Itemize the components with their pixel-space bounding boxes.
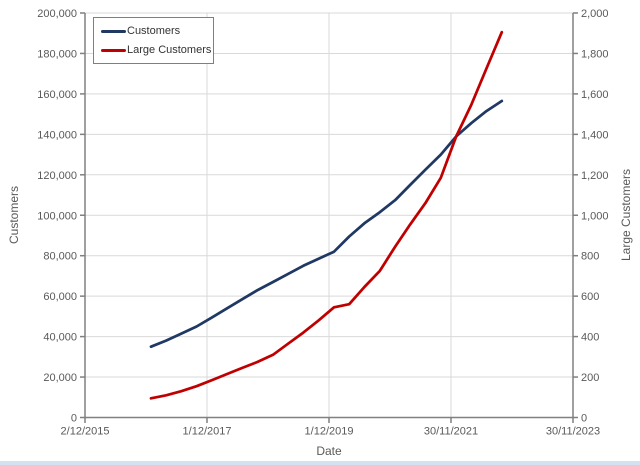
left-axis-tick-label: 20,000 bbox=[43, 372, 77, 384]
chart-legend: Customers Large Customers bbox=[93, 17, 214, 64]
x-axis-tick-label: 1/12/2017 bbox=[183, 426, 232, 438]
left-axis-tick-label: 0 bbox=[71, 413, 77, 425]
right-axis-tick-label: 1,600 bbox=[581, 89, 609, 101]
legend-label-customers: Customers bbox=[127, 25, 181, 37]
x-axis-tick-label: 1/12/2019 bbox=[305, 426, 354, 438]
left-axis-tick-label: 160,000 bbox=[37, 89, 77, 101]
legend-item-large-customers: Large Customers bbox=[101, 44, 213, 56]
left-axis-tick-label: 200,000 bbox=[37, 8, 77, 20]
x-axis-tick-label: 2/12/2015 bbox=[61, 426, 110, 438]
window-edge-strip bbox=[0, 461, 640, 465]
x-axis-tick-label: 30/11/2021 bbox=[424, 426, 478, 438]
large-customers-line-swatch bbox=[101, 48, 126, 52]
left-axis-tick-label: 120,000 bbox=[37, 170, 77, 182]
right-axis-tick-label: 1,000 bbox=[581, 210, 609, 222]
right-axis-title: Large Customers bbox=[619, 168, 633, 262]
x-axis-tick-label: 30/11/2023 bbox=[546, 426, 600, 438]
left-axis-tick-label: 140,000 bbox=[37, 129, 77, 141]
legend-label-large-customers: Large Customers bbox=[127, 44, 212, 56]
left-axis-title: Customers bbox=[7, 185, 21, 245]
series-line-customers bbox=[149, 99, 504, 349]
left-axis-tick-label: 80,000 bbox=[43, 251, 77, 263]
right-axis-tick-label: 2,000 bbox=[581, 8, 609, 20]
left-axis-tick-label: 100,000 bbox=[37, 210, 77, 222]
right-axis-tick-label: 800 bbox=[581, 251, 599, 263]
left-axis-tick-label: 180,000 bbox=[37, 48, 77, 60]
right-axis-tick-label: 600 bbox=[581, 291, 599, 303]
series-line-large-customers bbox=[149, 30, 504, 400]
x-axis-title: Date bbox=[316, 444, 342, 458]
right-axis-tick-label: 1,800 bbox=[581, 48, 609, 60]
left-axis-tick-label: 60,000 bbox=[43, 291, 77, 303]
right-axis-tick-label: 200 bbox=[581, 372, 599, 384]
customers-line-swatch bbox=[101, 29, 126, 33]
right-axis-tick-label: 0 bbox=[581, 413, 587, 425]
right-axis-tick-label: 1,200 bbox=[581, 170, 609, 182]
left-axis-tick-label: 40,000 bbox=[43, 332, 77, 344]
legend-item-customers: Customers bbox=[101, 25, 213, 37]
right-axis-tick-label: 1,400 bbox=[581, 129, 609, 141]
right-axis-tick-label: 400 bbox=[581, 332, 599, 344]
